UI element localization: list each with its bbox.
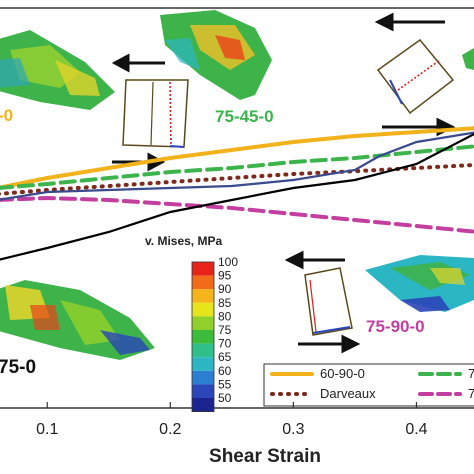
colorbar-cell: [192, 289, 214, 303]
legend-label: 7: [468, 366, 474, 381]
series-line-unlabeled-4: [0, 131, 474, 201]
label-75-45-0: 75-45-0: [215, 107, 274, 126]
label-75-0: 75-0: [0, 357, 36, 378]
legend: 60-90-0 7 Darveaux 7: [263, 363, 474, 407]
unit-cell-bottom-right: [304, 267, 353, 336]
colorbar-title: v. Mises, MPa: [145, 234, 222, 248]
series-line-unlabeled-5: [0, 132, 474, 261]
colorbar-cell: [192, 316, 214, 330]
colorbar-frame: [191, 261, 215, 413]
colorbar-tick-label: 60: [218, 364, 232, 378]
legend-label: 7: [468, 386, 474, 401]
legend-label: Darveaux: [320, 386, 376, 401]
x-tick-label: 0.3: [282, 421, 304, 438]
colorbar-tick-label: 50: [218, 391, 232, 405]
fe-mesh-bottom-right: [365, 255, 474, 312]
x-tick-label: 0.1: [36, 421, 58, 438]
colorbar-tick-label: 85: [218, 296, 232, 310]
legend-box: [263, 363, 474, 407]
fe-mesh-top-center: [160, 10, 272, 100]
colorbar-cell: [192, 357, 214, 371]
label-partial-top-left: -0: [0, 106, 13, 125]
fe-mesh-top-left: [0, 30, 115, 110]
colorbar-tick-label: 80: [218, 309, 232, 323]
colorbar-tick-label: 95: [218, 269, 232, 283]
x-tick-label: 0.4: [405, 421, 427, 438]
colorbar-cell: [192, 302, 214, 317]
colorbar-cell: [192, 275, 214, 290]
x-axis-title: Shear Strain: [209, 446, 321, 467]
colorbar-tick-label: 90: [218, 282, 232, 296]
colorbar-tick-label: 100: [218, 255, 238, 269]
legend-label: 60-90-0: [320, 366, 365, 381]
fe-mesh-top-right-partial: [462, 48, 474, 70]
plot-frame: [0, 7, 474, 409]
legend-items: 60-90-0 7 Darveaux 7: [270, 366, 474, 401]
colorbar-cell: [192, 384, 214, 398]
colorbar-cell: [192, 398, 214, 412]
colorbar-tick-label: 70: [218, 337, 232, 351]
colorbar-tick-label: 75: [218, 323, 232, 337]
fe-mesh-bottom-left: [0, 280, 155, 360]
label-75-90-0: 75-90-0: [366, 317, 425, 336]
colorbar-tick-label: 55: [218, 377, 232, 391]
colorbar-cell: [192, 330, 214, 344]
x-axis-ticks: 0.1 0.2 0.3 0.4: [36, 402, 428, 438]
series-line-75-45-0: [0, 144, 474, 190]
series-line-60-90-0: [0, 126, 474, 190]
shear-arrows: [111, 12, 456, 354]
colorbar-tick-label: 65: [218, 350, 232, 364]
colorbar-cell: [192, 343, 214, 358]
colorbar-cell: [192, 262, 214, 276]
series-layer: [0, 126, 474, 261]
x-tick-label: 0.2: [159, 421, 181, 438]
colorbar-cell: [192, 370, 214, 385]
unit-cell-center: [122, 79, 189, 148]
series-line-75-90-0: [0, 195, 474, 234]
unit-cell-top-right: [376, 38, 455, 115]
